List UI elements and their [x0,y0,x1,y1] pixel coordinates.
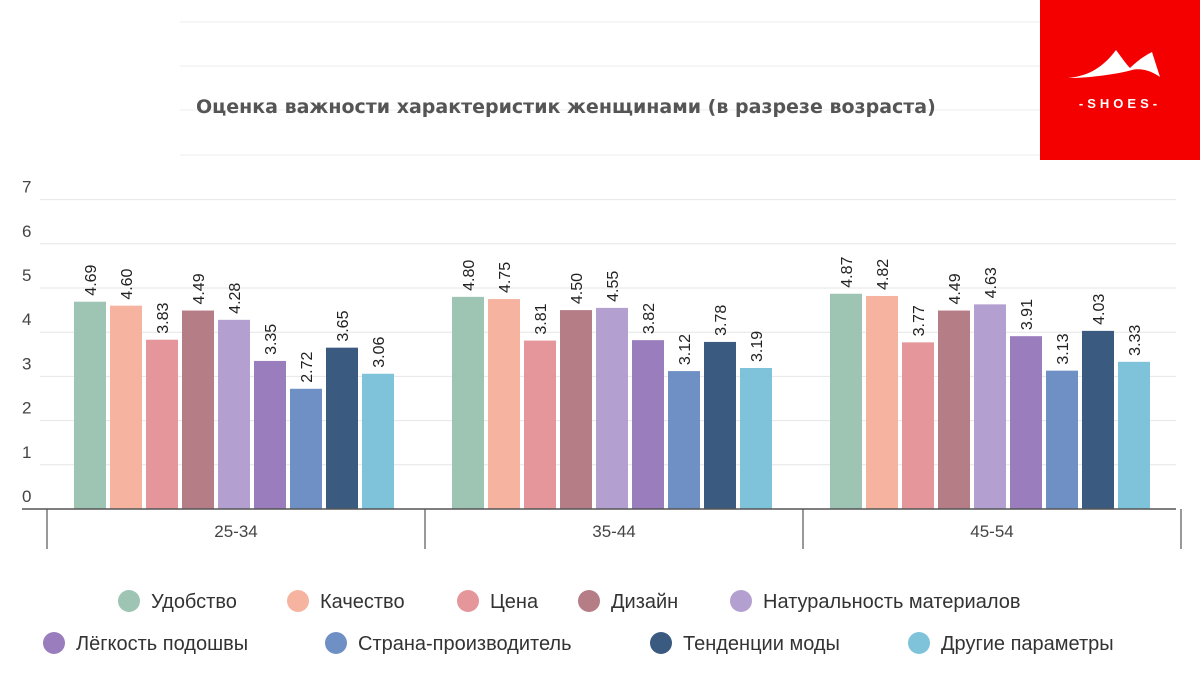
bars [74,293,1150,509]
bar-value-label: 4.80 [461,260,478,291]
bar-value-label: 3.12 [677,334,694,365]
y-tick-label: 4 [22,310,31,329]
bar-value-label: 3.77 [911,305,928,336]
bar-value-label: 3.82 [641,303,658,334]
bar-value-label: 4.49 [947,273,964,304]
x-axis: 25-34 35-44 45-54 [22,508,1182,549]
legend-marker [457,590,479,612]
legend-marker [578,590,600,612]
shoes-logo: -SHOES- [1040,0,1200,160]
legend-label: Лёгкость подошвы [76,633,248,655]
bar [668,371,700,509]
bar [740,368,772,509]
bar [524,340,556,509]
bar [362,373,394,509]
bar-value-label: 4.50 [569,273,586,304]
bar-value-label: 3.13 [1055,333,1072,364]
bar [1010,336,1042,509]
bar-value-label: 3.81 [533,303,550,334]
bar [596,307,628,509]
y-tick-label: 0 [22,487,31,506]
bar [974,304,1006,509]
bar [938,310,970,509]
bar [218,319,250,509]
bar [560,310,592,509]
bar [830,293,862,509]
category-label: 35-44 [592,522,635,541]
bar-value-label: 4.49 [191,273,208,304]
legend: Удобство Качество Цена Дизайн Натуральность … [43,590,1114,655]
bar-value-label: 3.83 [155,302,172,333]
legend-label: Удобство [151,591,237,613]
y-tick-label: 1 [22,443,31,462]
legend-marker [650,632,672,654]
legend-label: Качество [320,591,405,613]
y-axis-ticks: 0 1 2 3 4 5 6 7 [22,178,31,506]
logo-background [1040,0,1200,160]
bar-value-label: 4.03 [1091,294,1108,325]
bar-value-label: 3.65 [335,310,352,341]
bar [182,310,214,509]
logo-text: -SHOES- [1079,96,1161,111]
legend-label: Тенденции моды [683,633,840,655]
legend-label: Страна-производитель [358,633,572,655]
bar [488,299,520,509]
legend-marker [287,590,309,612]
y-tick-label: 5 [22,266,31,285]
legend-marker [118,590,140,612]
bar-value-label: 4.69 [83,264,100,295]
y-tick-label: 7 [22,178,31,197]
bar-value-label: 4.28 [227,283,244,314]
value-labels: 4.69 4.60 3.83 4.49 4.28 3.35 2.72 3.65 3.06 4.80… [83,257,1144,383]
legend-marker [908,632,930,654]
bar [1082,330,1114,509]
bar [1118,361,1150,509]
bar [326,347,358,509]
bar [452,296,484,509]
legend-label: Другие параметры [941,633,1114,655]
category-label: 25-34 [214,522,257,541]
bar-value-label: 3.78 [713,305,730,336]
legend-label: Дизайн [611,591,678,613]
category-label: 45-54 [970,522,1013,541]
legend-marker [730,590,752,612]
bar-value-label: 3.19 [749,331,766,362]
bar [1046,370,1078,509]
bar-value-label: 4.63 [983,267,1000,298]
legend-marker [43,632,65,654]
bar-value-label: 3.35 [263,324,280,355]
bar [902,342,934,509]
legend-label: Натуральность материалов [763,591,1020,613]
legend-label: Цена [490,591,539,613]
bar-value-label: 4.82 [875,259,892,290]
bar-value-label: 2.72 [299,352,316,383]
y-tick-label: 6 [22,222,31,241]
bar [632,340,664,509]
bar [254,360,286,509]
bar-value-label: 3.91 [1019,299,1036,330]
bar-value-label: 4.60 [119,268,136,299]
chart-title: Оценка важности характеристик женщинами … [196,96,936,118]
bar-value-label: 3.33 [1127,325,1144,356]
bar [146,339,178,509]
bar [290,388,322,509]
bar-value-label: 4.87 [839,257,856,288]
y-tick-label: 2 [22,399,31,418]
bar [74,301,106,509]
bar-value-label: 4.55 [605,271,622,302]
bar [866,295,898,509]
legend-marker [325,632,347,654]
title-decoration-lines [180,21,1040,156]
bar-value-label: 3.06 [371,337,388,368]
bar [704,341,736,509]
y-tick-label: 3 [22,354,31,373]
bar [110,305,142,509]
shoe-logo-icon [1068,50,1160,78]
bar-value-label: 4.75 [497,262,514,293]
